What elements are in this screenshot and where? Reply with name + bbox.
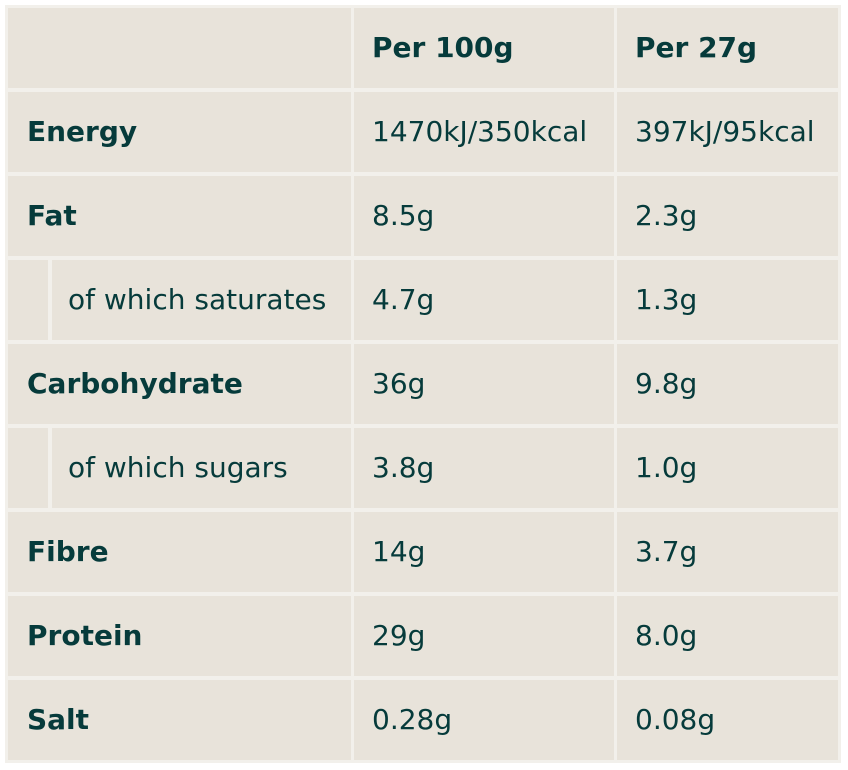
row-value-per-portion-fat: 2.3g (617, 176, 838, 256)
row-value-per-100g-energy: 1470kJ/350kcal (354, 92, 614, 172)
row-value-per-portion-salt: 0.08g (617, 680, 838, 760)
row-label-saturates: of which saturates (52, 260, 351, 340)
row-label-protein: Protein (8, 596, 351, 676)
row-value-per-100g-sugars: 3.8g (354, 428, 614, 508)
row-label-carbohydrate: Carbohydrate (8, 344, 351, 424)
row-value-per-100g-carbohydrate: 36g (354, 344, 614, 424)
row-value-per-portion-energy: 397kJ/95kcal (617, 92, 838, 172)
row-value-per-100g-saturates: 4.7g (354, 260, 614, 340)
row-value-per-100g-protein: 29g (354, 596, 614, 676)
row-value-per-100g-fat: 8.5g (354, 176, 614, 256)
row-label-fibre: Fibre (8, 512, 351, 592)
row-value-per-portion-saturates: 1.3g (617, 260, 838, 340)
row-value-per-portion-carbohydrate: 9.8g (617, 344, 838, 424)
row-indent-saturates (8, 260, 48, 340)
row-value-per-100g-fibre: 14g (354, 512, 614, 592)
row-label-energy: Energy (8, 92, 351, 172)
header-per-100g: Per 100g (354, 8, 614, 88)
row-value-per-100g-salt: 0.28g (354, 680, 614, 760)
row-label-fat: Fat (8, 176, 351, 256)
header-corner-cell (8, 8, 351, 88)
row-value-per-portion-sugars: 1.0g (617, 428, 838, 508)
row-label-salt: Salt (8, 680, 351, 760)
row-indent-sugars (8, 428, 48, 508)
row-label-sugars: of which sugars (52, 428, 351, 508)
nutrition-table: Per 100g Per 27g Energy 1470kJ/350kcal 3… (5, 5, 841, 763)
row-value-per-portion-fibre: 3.7g (617, 512, 838, 592)
header-per-portion: Per 27g (617, 8, 838, 88)
row-value-per-portion-protein: 8.0g (617, 596, 838, 676)
